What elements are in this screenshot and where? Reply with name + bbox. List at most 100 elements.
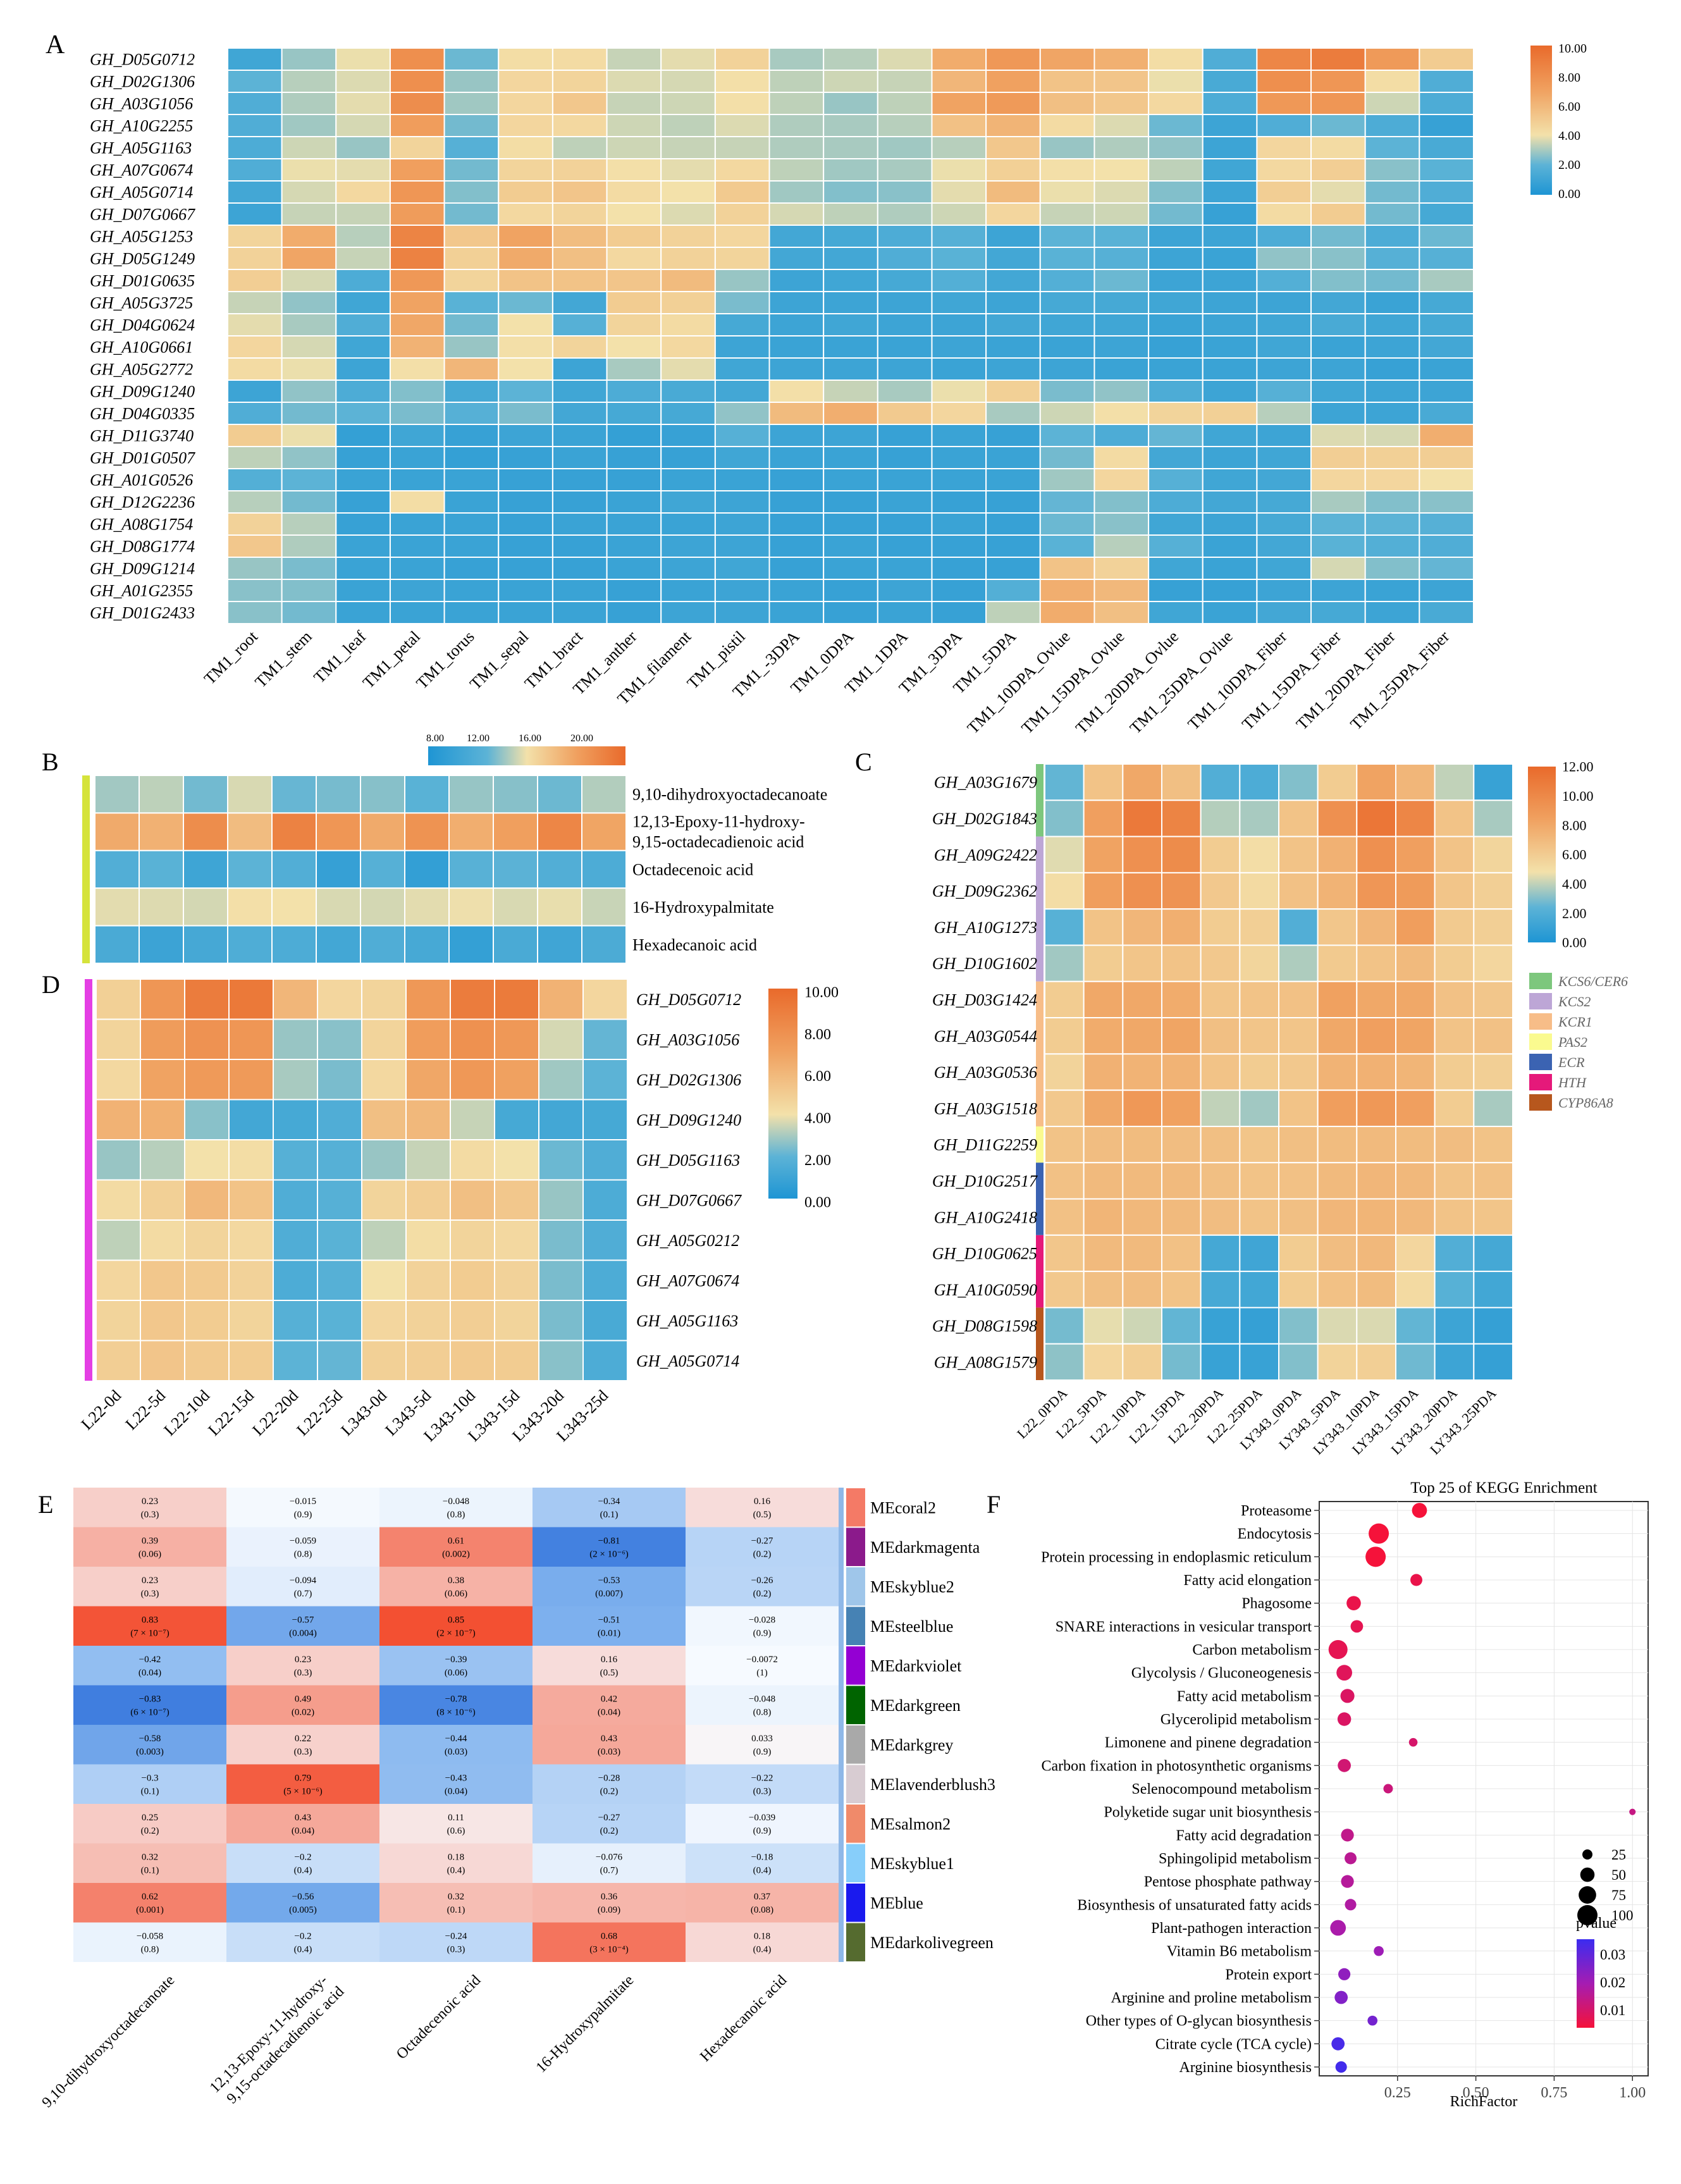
- a-cell: [606, 136, 662, 159]
- b-cell: [537, 849, 582, 889]
- a-col-label: TM1_petal: [359, 627, 424, 692]
- a-cell: [606, 114, 662, 137]
- f-term-label: Proteasome: [1241, 1503, 1312, 1519]
- c-cell: [1395, 1125, 1436, 1164]
- a-cell: [660, 247, 716, 270]
- e-cell-pvalue: (0.3): [294, 1747, 312, 1757]
- panel-d: D GH_D05G0712GH_A03G1056GH_D02G1306GH_D0…: [42, 970, 839, 1445]
- a-cell: [1419, 468, 1475, 491]
- a-cell: [1419, 180, 1475, 204]
- a-cell: [551, 269, 608, 292]
- b-cell: [316, 887, 361, 927]
- panel-f-term-labels: Proteasome Endocytosis Protein processing …: [1041, 1503, 1319, 2076]
- c-row-label: GH_D02G1843: [932, 810, 1037, 828]
- e-module-name: MEdarkolivegreen: [870, 1934, 994, 1952]
- c-cell: [1317, 1162, 1358, 1200]
- a-cell: [1039, 114, 1095, 137]
- a-cell: [1148, 357, 1204, 381]
- a-cell: [443, 601, 500, 624]
- panel-a-row-labels: GH_D05G0712 GH_D02G1306 GH_A03G1056 GH_A10G…: [90, 51, 195, 622]
- a-cell: [714, 424, 770, 447]
- a-cell: [1202, 114, 1258, 137]
- a-cell: [1093, 357, 1150, 381]
- c-cell: [1161, 944, 1202, 982]
- a-cell: [443, 446, 500, 469]
- e-cell-pvalue: (0.04): [445, 1787, 467, 1797]
- a-cell: [443, 579, 500, 602]
- a-cell: [606, 579, 662, 602]
- a-cell: [1364, 247, 1420, 270]
- b-cell: [493, 849, 538, 889]
- c-cell: [1083, 799, 1124, 837]
- a-cell: [768, 335, 825, 359]
- c-cell: [1200, 1271, 1241, 1309]
- d-cell: [450, 1139, 495, 1181]
- e-cell-value: 0.43: [295, 1813, 311, 1823]
- d-cell: [140, 1099, 185, 1140]
- e-cell: [379, 1764, 533, 1804]
- c-cell: [1356, 908, 1396, 946]
- e-cell-pvalue: (8 × 10⁻⁶): [436, 1708, 476, 1718]
- c-cell: [1356, 980, 1396, 1019]
- a-cell: [335, 446, 391, 469]
- e-cell-value: 0.32: [448, 1892, 464, 1902]
- e-cell-pvalue: (7 × 10⁻⁷): [130, 1629, 169, 1639]
- c-cell: [1395, 1271, 1436, 1309]
- a-cell: [1310, 446, 1366, 469]
- c-cell: [1434, 1053, 1475, 1091]
- a-cell: [823, 158, 878, 182]
- a-cell: [823, 335, 878, 359]
- f-term-label: Other types of O-glycan biosynthesis: [1086, 2013, 1312, 2030]
- a-cell: [1310, 357, 1366, 381]
- panel-f-pvalue-legend-title: pvalue: [1576, 1915, 1616, 1932]
- c-cell: [1278, 1198, 1319, 1236]
- a-legend-tick: 0.00: [1558, 187, 1580, 201]
- a-row-label: GH_A01G0526: [90, 471, 193, 490]
- a-cell: [389, 136, 445, 159]
- a-cell: [1039, 424, 1095, 447]
- c-cell: [1434, 1307, 1475, 1345]
- d-cell: [405, 1059, 451, 1101]
- d-cell: [494, 1099, 539, 1140]
- c-cell: [1434, 1162, 1475, 1200]
- a-cell: [1364, 158, 1420, 182]
- a-cell: [1148, 92, 1204, 115]
- a-cell: [1093, 47, 1150, 71]
- d-cell: [450, 1099, 495, 1140]
- c-cell: [1278, 1271, 1319, 1309]
- c-cell: [1395, 1162, 1436, 1200]
- a-cell: [1093, 446, 1150, 469]
- c-cell: [1239, 1053, 1280, 1091]
- e-cell-pvalue: (0.1): [447, 1905, 465, 1915]
- c-cell: [1200, 763, 1241, 801]
- d-cell: [317, 978, 362, 1020]
- a-cell: [877, 557, 933, 580]
- a-cell: [1419, 490, 1475, 514]
- a-cell: [1148, 269, 1204, 292]
- a-cell: [1202, 446, 1258, 469]
- c-cell: [1434, 944, 1475, 982]
- c-cell: [1434, 1343, 1475, 1381]
- a-cell: [335, 158, 391, 182]
- c-cell: [1044, 1343, 1085, 1381]
- a-cell: [1039, 158, 1095, 182]
- f-term-label: Carbon metabolism: [1192, 1642, 1312, 1658]
- a-cell: [389, 512, 445, 536]
- d-cell: [273, 1139, 318, 1181]
- a-cell: [551, 490, 608, 514]
- c-row-label: GH_D11G2259: [933, 1136, 1037, 1154]
- a-cell: [1093, 92, 1150, 115]
- d-cell: [538, 1300, 584, 1342]
- a-cell: [931, 269, 987, 292]
- a-cell: [281, 357, 337, 381]
- c-cell: [1200, 1343, 1241, 1381]
- d-cell: [361, 1179, 407, 1221]
- f-pvalue-tick: 0.01: [1600, 2002, 1625, 2018]
- c-row-label: GH_D10G2517: [932, 1172, 1038, 1190]
- a-cell: [551, 379, 608, 403]
- a-cell: [931, 557, 987, 580]
- a-cell: [1364, 534, 1420, 558]
- c-cell: [1473, 1125, 1513, 1164]
- d-cell: [538, 1340, 584, 1381]
- d-legend-tick: 0.00: [804, 1194, 831, 1211]
